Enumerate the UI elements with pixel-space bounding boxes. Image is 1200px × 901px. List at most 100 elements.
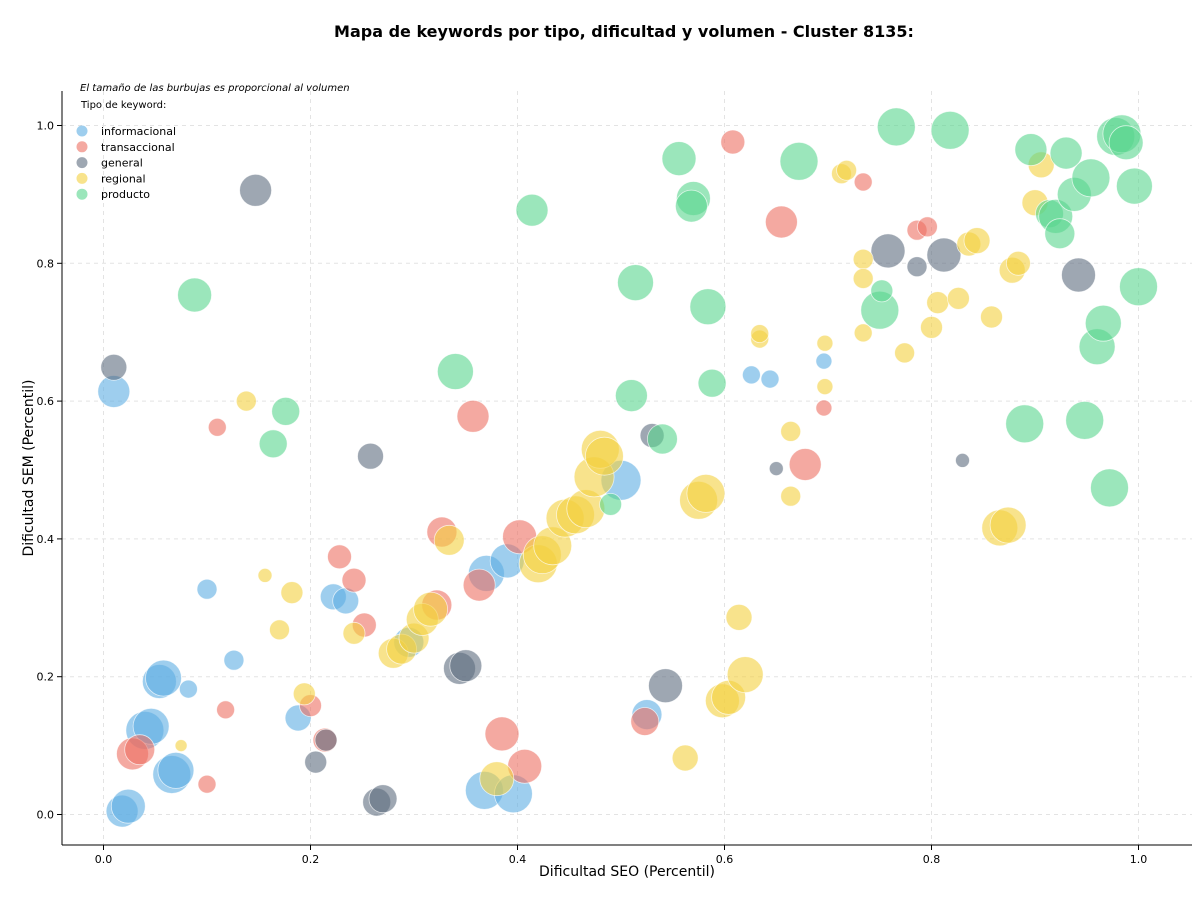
bubble-transaccional[interactable] (630, 707, 660, 736)
bubble-general[interactable] (955, 452, 970, 468)
bubble-transaccional[interactable] (484, 716, 520, 752)
bubble-producto[interactable] (177, 277, 213, 313)
bubble-general[interactable] (1061, 257, 1096, 293)
bubble-regional[interactable] (280, 581, 304, 604)
bubble-producto[interactable] (258, 429, 288, 459)
bubble-regional[interactable] (989, 506, 1027, 544)
bubble-informacional[interactable] (196, 578, 218, 600)
bubble-general[interactable] (239, 173, 273, 207)
bubble-regional[interactable] (1006, 250, 1031, 276)
bubble-producto[interactable] (1071, 158, 1111, 198)
bubble-producto[interactable] (647, 423, 678, 455)
bubble-producto[interactable] (1014, 133, 1048, 167)
bubble-transaccional[interactable] (207, 417, 227, 437)
bubble-producto[interactable] (1065, 400, 1105, 440)
bubble-informacional[interactable] (760, 369, 780, 389)
bubble-producto[interactable] (689, 288, 727, 326)
bubble-regional[interactable] (894, 342, 915, 364)
bubble-regional[interactable] (671, 744, 699, 772)
bubble-regional[interactable] (836, 159, 857, 181)
bubble-regional[interactable] (750, 324, 770, 344)
bubble-informacional[interactable] (815, 352, 833, 370)
bubble-regional[interactable] (926, 291, 950, 315)
bubble-general[interactable] (368, 784, 398, 814)
bubble-regional[interactable] (853, 323, 873, 343)
bubble-regional[interactable] (585, 436, 624, 476)
bubble-producto[interactable] (661, 141, 697, 177)
bubble-general[interactable] (314, 728, 338, 752)
bubble-regional[interactable] (257, 568, 273, 583)
bubble-producto[interactable] (1090, 468, 1129, 508)
bubble-producto[interactable] (1084, 304, 1122, 342)
bubble-general[interactable] (357, 442, 384, 470)
bubble-regional[interactable] (726, 656, 764, 693)
bubble-regional[interactable] (413, 591, 449, 627)
bubble-transaccional[interactable] (917, 216, 938, 238)
bubble-regional[interactable] (852, 248, 874, 270)
bubble-producto[interactable] (515, 193, 549, 227)
bubble-transaccional[interactable] (853, 172, 873, 192)
bubble-general[interactable] (870, 233, 906, 269)
bubble-regional[interactable] (174, 739, 188, 752)
bubble-general[interactable] (449, 649, 483, 683)
bubble-transaccional[interactable] (341, 567, 367, 593)
bubble-regional[interactable] (235, 390, 257, 412)
bubble-general[interactable] (768, 461, 784, 477)
bubble-regional[interactable] (780, 420, 802, 442)
bubble-producto[interactable] (617, 264, 654, 302)
bubble-regional[interactable] (479, 761, 515, 797)
bubble-producto[interactable] (870, 279, 894, 303)
bubble-producto[interactable] (930, 110, 970, 150)
bubble-regional[interactable] (686, 473, 726, 513)
bubble-general[interactable] (926, 237, 962, 273)
bubble-transaccional[interactable] (765, 205, 798, 239)
bubble-producto[interactable] (1044, 218, 1076, 250)
bubble-transaccional[interactable] (815, 399, 833, 417)
bubble-transaccional[interactable] (788, 448, 822, 481)
bubble-general[interactable] (304, 750, 328, 774)
bubble-transaccional[interactable] (216, 700, 236, 720)
bubble-informacional[interactable] (145, 659, 182, 697)
bubble-regional[interactable] (292, 682, 316, 706)
bubble-regional[interactable] (947, 286, 970, 310)
bubble-producto[interactable] (599, 492, 622, 516)
bubble-regional[interactable] (780, 485, 802, 507)
bubble-producto[interactable] (876, 107, 916, 147)
bubble-producto[interactable] (1049, 136, 1083, 170)
bubble-informacional[interactable] (157, 752, 195, 789)
bubble-regional[interactable] (920, 315, 943, 339)
legend-label-general: general (101, 157, 143, 170)
bubble-regional[interactable] (816, 334, 834, 352)
bubble-regional[interactable] (963, 227, 991, 255)
bubble-producto[interactable] (615, 379, 648, 413)
bubble-producto[interactable] (1005, 404, 1045, 444)
bubble-producto[interactable] (675, 189, 708, 223)
bubble-producto[interactable] (436, 353, 474, 390)
bubble-producto[interactable] (697, 368, 727, 398)
bubble-transaccional[interactable] (720, 129, 746, 155)
bubble-general[interactable] (906, 256, 928, 278)
bubble-producto[interactable] (1116, 167, 1153, 205)
bubble-informacional[interactable] (178, 679, 198, 699)
bubble-regional[interactable] (980, 305, 1003, 329)
bubble-transaccional[interactable] (197, 774, 217, 794)
bubble-informacional[interactable] (110, 788, 146, 824)
bubble-regional[interactable] (342, 621, 366, 645)
bubble-transaccional[interactable] (456, 399, 490, 433)
bubble-informacional[interactable] (223, 649, 245, 671)
bubble-regional[interactable] (852, 268, 874, 289)
bubble-producto[interactable] (1119, 267, 1158, 307)
bubble-regional[interactable] (269, 619, 290, 641)
bubble-producto[interactable] (271, 396, 301, 426)
bubble-transaccional[interactable] (124, 734, 156, 766)
bubble-general[interactable] (648, 668, 683, 704)
bubble-producto[interactable] (779, 141, 819, 181)
bubble-general[interactable] (100, 353, 128, 381)
bubble-producto[interactable] (1108, 125, 1144, 161)
bubble-regional[interactable] (433, 524, 465, 556)
bubble-transaccional[interactable] (327, 544, 352, 570)
bubble-regional[interactable] (725, 604, 753, 631)
bubble-informacional[interactable] (742, 365, 761, 385)
bubble-transaccional[interactable] (462, 568, 496, 602)
bubble-regional[interactable] (816, 378, 834, 396)
